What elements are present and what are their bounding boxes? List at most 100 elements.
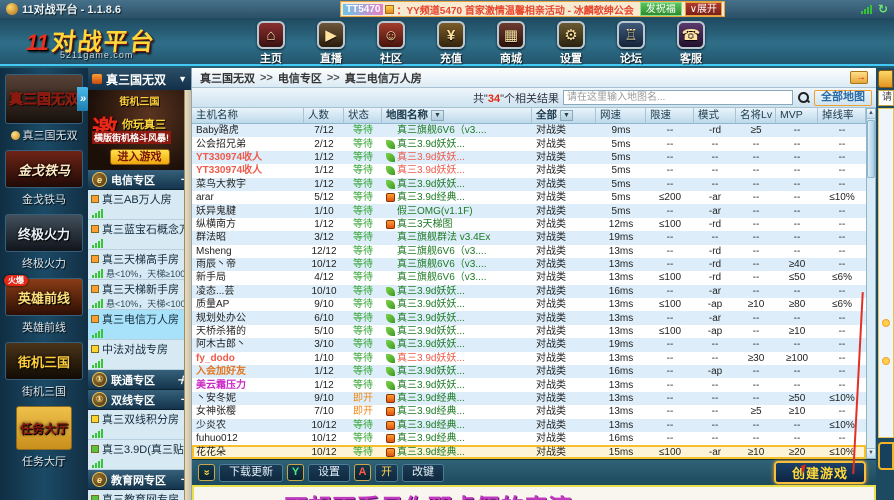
breadcrumb-game[interactable]: 真三国无双 [200, 72, 255, 85]
section-header[interactable]: ① 双线专区 − [88, 390, 191, 410]
filter-arrow-icon[interactable]: ▼ [560, 110, 573, 121]
sidebar-game[interactable]: 终极火力 终极火力 [0, 214, 88, 271]
cell-limit: ≤100 [658, 446, 682, 458]
table-row[interactable]: 女神张樱 7/10 即开 真三3.9d经典... 对战类 13ms -- -- … [192, 405, 866, 418]
expand-button[interactable]: ∨展开 [684, 2, 723, 16]
game-selector[interactable]: 真三国无双 ▼ [88, 68, 191, 90]
collapse-toggle-icon[interactable]: ＋ [176, 374, 187, 387]
table-row[interactable]: 妖异鬼腱 1/10 等待 假三OMG(v1.1F) 对战类 5ms -- -ar… [192, 204, 866, 218]
table-row[interactable]: 纵横南方 1/12 等待 真三3天梯图 对战类 12ms ≤100 -rd --… [192, 218, 866, 231]
room-category-item[interactable]: 真三3.9D(真三贴吧专房 [88, 440, 191, 470]
section-header[interactable]: ① 联通专区 ＋ [88, 370, 191, 390]
sidebar-game[interactable]: 任务大厅 任务大厅 [0, 406, 88, 469]
room-category-item[interactable]: 真三天梯高手房 悬<10%，天梯≥1000 [88, 250, 191, 280]
table-row[interactable]: fy_dodo 1/10 等待 真三3.9d妖妖... 对战类 13ms -- … [192, 352, 866, 365]
table-row[interactable]: Msheng 12/12 等待 真三旗舰6V6（v3.... 对战类 13ms … [192, 245, 866, 258]
table-row[interactable]: fuhuo012 10/12 等待 真三3.9d经典... 对战类 16ms -… [192, 432, 866, 445]
settings-wrench-icon[interactable]: Y [287, 464, 304, 481]
sort-arrow-icon[interactable]: ▼ [431, 110, 444, 121]
breadcrumb-room[interactable]: 真三电信万人房 [344, 72, 422, 85]
create-game-button[interactable]: 创建游戏 [774, 461, 866, 484]
sidebar-game[interactable]: 街机三国 街机三国 [0, 342, 88, 399]
download-icon[interactable]: » [198, 464, 215, 481]
download-update-button[interactable]: 下载更新 [219, 463, 283, 482]
nav-item[interactable]: ¥ 充值 [432, 21, 470, 66]
col-type-filter[interactable]: 全部 ▼ [532, 108, 596, 123]
enter-game-button[interactable]: 进入游戏 [109, 149, 170, 165]
search-icon[interactable] [797, 91, 810, 104]
scroll-thumb[interactable] [867, 120, 875, 178]
toolbar-settings-button[interactable]: 设置 [308, 463, 350, 482]
table-row[interactable]: 群法昭 3/12 等待 真三旗舰群法 v3.4Ex 对战类 19ms -- --… [192, 231, 866, 245]
nav-item[interactable]: ⌂ 主页 [252, 21, 290, 66]
table-row[interactable]: 雨辰丶帝 10/12 等待 真三旗舰6V6（v3.... 对战类 13ms --… [192, 257, 866, 272]
collapse-toggle-icon[interactable]: − [181, 394, 187, 406]
table-row[interactable]: 花花朵 10/12 等待 真三3.9d经典... 对战类 15ms ≤100 -… [192, 445, 866, 459]
table-row[interactable]: 公会招兄弟 2/12 等待 真三3.9d妖妖... 对战类 5ms -- -- … [192, 137, 866, 150]
table-row[interactable]: YT330974收人 1/12 等待 真三3.9d妖妖... 对战类 5ms -… [192, 164, 866, 177]
table-row[interactable]: Baby路虎 7/12 等待 真三旗舰6V6（v3.... 对战类 9ms --… [192, 124, 866, 138]
room-category-item[interactable]: 真三AB万人房 [88, 190, 191, 220]
room-category-item[interactable]: 中法对战专房 [88, 340, 191, 370]
map-search-input[interactable] [563, 90, 793, 105]
table-row[interactable]: 菜鸟大救宇 1/12 等待 真三3.9d妖妖... 对战类 5ms -- -- … [192, 177, 866, 191]
game-banner[interactable]: 火爆 英雄前线 [4, 275, 83, 316]
room-category-item[interactable]: 真三电信万人房 [88, 310, 191, 340]
expand-tab-icon[interactable]: » [77, 87, 88, 111]
col-ping: 网速 [596, 108, 646, 123]
game-banner[interactable]: 街机三国 [5, 342, 83, 380]
nav-item[interactable]: ⚙ 设置 [552, 21, 590, 66]
table-row[interactable]: 质量AP 9/10 等待 真三3.9d妖妖... 对战类 13ms ≤100 -… [192, 298, 866, 311]
sidebar-scrollbar[interactable] [184, 90, 191, 500]
all-maps-button[interactable]: 全部地图 [814, 89, 872, 106]
exit-room-icon[interactable]: → [850, 71, 868, 84]
keymap-toggle-button[interactable]: 开 [375, 463, 398, 482]
table-row[interactable]: 少炎农 10/12 等待 真三3.9d经典... 对战类 13ms -- -- … [192, 418, 866, 432]
nav-item[interactable]: ▶ 直播 [312, 21, 350, 66]
collapse-toggle-icon[interactable]: − [181, 174, 187, 186]
nav-item[interactable]: ▦ 商城 [492, 21, 530, 66]
table-row[interactable]: 规划处办公 6/10 等待 真三3.9d妖妖... 对战类 13ms -- -a… [192, 311, 866, 325]
room-category-item[interactable]: 真三双线积分房 [88, 410, 191, 440]
table-row[interactable]: 阿木古郎丶 3/10 等待 真三3.9d妖妖... 对战类 19ms -- --… [192, 338, 866, 352]
game-banner[interactable]: 终极火力 [5, 214, 83, 252]
sidebar-game[interactable]: 金戈铁马 金戈铁马 [0, 150, 88, 207]
col-map-sort[interactable]: 地图名称 ▼ [382, 108, 532, 123]
room-category-item[interactable]: 真三蓝宝石概念万人房 [88, 220, 191, 250]
table-row[interactable]: arar 5/12 等待 真三3.9d经典... 对战类 5ms ≤200 -a… [192, 191, 866, 204]
right-panel-bottom-button[interactable] [878, 442, 894, 470]
table-row[interactable]: 新手局 4/12 等待 真三旗舰6V6（v3.... 对战类 13ms ≤100… [192, 271, 866, 284]
right-panel-button-partial[interactable] [878, 70, 893, 88]
collapse-toggle-icon[interactable]: − [181, 474, 187, 486]
game-banner[interactable]: 金戈铁马 [5, 150, 83, 188]
nav-item[interactable]: ♖ 论坛 [612, 21, 650, 66]
room-category-item[interactable]: 真三天梯新手房 悬<10%，天梯<1000 [88, 280, 191, 310]
table-row[interactable]: 美云霜压力 1/12 等待 真三3.9d妖妖... 对战类 13ms -- --… [192, 378, 866, 391]
sidebar-game[interactable]: 真三国无双 » 真三国无双 [0, 74, 88, 143]
game-banner[interactable]: 任务大厅 [16, 406, 72, 450]
platform-logo[interactable]: 11 对战平台 5211game.com [26, 20, 231, 64]
scroll-down-icon[interactable]: ▼ [867, 448, 875, 458]
room-category-item[interactable]: 真三教育网专房 [88, 490, 191, 500]
scroll-up-icon[interactable]: ▲ [867, 109, 875, 119]
rekey-button[interactable]: 改键 [402, 463, 444, 482]
table-row[interactable]: 天桥杀猪的 5/10 等待 真三3.9d妖妖... 对战类 13ms ≤100 … [192, 325, 866, 338]
ad-banner[interactable]: 街机三国 邀 你玩真三 横版街机格斗风暴! 进入游戏 [88, 90, 191, 170]
section-header[interactable]: e 教育网专区 − [88, 470, 191, 490]
nav-item[interactable]: ☎ 客服 [672, 21, 710, 66]
table-row[interactable]: YT330974收人 1/12 等待 真三3.9d妖妖... 对战类 5ms -… [192, 150, 866, 165]
table-row[interactable]: 丶安冬妮 9/10 即开 真三3.9d经典... 对战类 13ms -- -- … [192, 391, 866, 406]
table-scrollbar[interactable]: ▲ ▼ [866, 108, 876, 459]
nav-item[interactable]: ☺ 社区 [372, 21, 410, 66]
sidebar-game[interactable]: 火爆 英雄前线 英雄前线 [0, 275, 88, 335]
right-panel-input[interactable]: 请 [878, 90, 894, 106]
breadcrumb-zone[interactable]: 电信专区 [277, 72, 322, 85]
refresh-icon[interactable]: ↻ [877, 2, 888, 16]
table-row[interactable]: 入会加好友 1/12 等待 真三3.9d妖妖... 对战类 16ms -- -a… [192, 365, 866, 379]
dropdown-arrow-icon[interactable]: ▼ [178, 74, 187, 84]
keymap-a-icon[interactable]: A [354, 464, 371, 481]
table-row[interactable]: 凌态...芸 10/10 等待 真三3.9d妖妖... 对战类 16ms -- … [192, 284, 866, 299]
game-banner[interactable]: 真三国无双 » [5, 74, 88, 124]
bless-button[interactable]: 发祝福 [639, 2, 682, 16]
section-header[interactable]: e 电信专区 − [88, 170, 191, 190]
